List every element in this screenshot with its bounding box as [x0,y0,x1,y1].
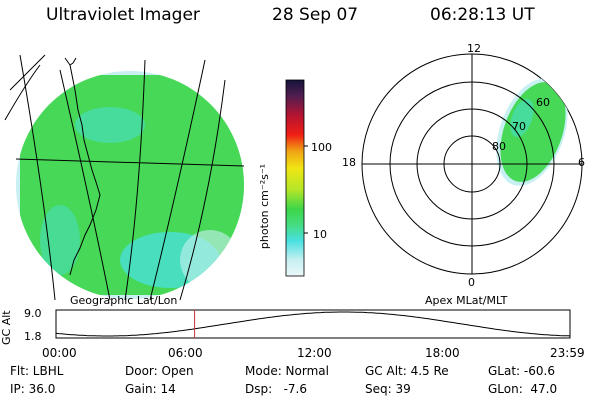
info-glat: GLat: -60.6 [488,364,555,378]
altitude-ytick-bottom: 1.8 [24,330,42,343]
info-mode: Mode: Normal [245,364,329,378]
left-panel-caption: Geographic Lat/Lon [70,294,178,307]
instrument-title: Ultraviolet Imager [46,5,200,25]
date-label: 28 Sep 07 [272,5,359,25]
mlt-label-bottom: 0 [468,276,475,289]
mlat-label-60: 60 [536,96,550,109]
mlt-label-top: 12 [467,42,481,55]
altitude-xtick-0000: 00:00 [42,346,77,360]
coastline [69,64,101,276]
mlt-label-left: 18 [342,156,356,169]
mlat-label-70: 70 [512,120,526,133]
altitude-xtick-0600: 06:00 [168,346,203,360]
right-panel-caption: Apex MLat/MLT [425,294,508,307]
info-flt: Flt: LBHL [10,364,64,378]
info-seq: Seq: 39 [365,382,411,396]
polar-plot [361,53,583,275]
mlat-label-80: 80 [492,140,506,153]
altitude-xtick-2359: 23:59 [550,346,585,360]
time-label: 06:28:13 UT [430,5,535,25]
info-glon: GLon: 47.0 [488,382,558,396]
info-gcalt: GC Alt: 4.5 Re [365,364,449,378]
polar-grid [362,54,582,274]
info-dsp: Dsp: -7.6 [245,382,308,396]
altitude-xtick-1200: 12:00 [297,346,332,360]
geographic-grid [4,54,245,301]
colorbar [285,79,308,277]
altitude-curve [55,311,571,337]
info-door: Door: Open [125,364,194,378]
altitude-ytick-top: 9.0 [24,307,42,320]
altitude-ylabel: GC Alt [0,310,13,345]
mlt-label-right: 6 [578,156,585,169]
colorbar-tick-100: 100 [311,141,332,154]
geographic-image-panel [4,54,245,301]
altitude-xtick-1800: 18:00 [425,346,460,360]
info-gain: Gain: 14 [125,382,176,396]
info-ip: IP: 36.0 [10,382,56,396]
altitude-plot [55,309,571,339]
colorbar-label: photon cm⁻²s⁻¹ [258,163,272,250]
colorbar-tick-10: 10 [313,228,327,241]
